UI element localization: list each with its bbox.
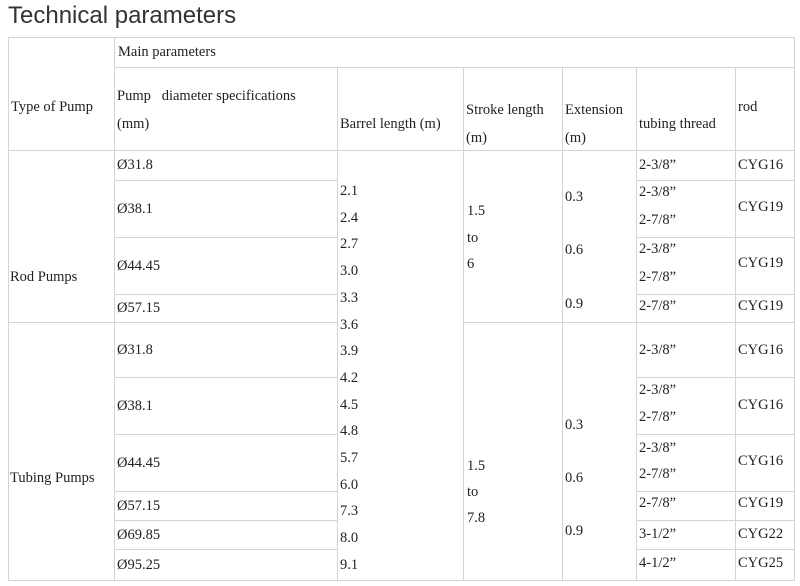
diameter-cell — [114, 549, 338, 581]
diameter: Ø57.15 — [117, 300, 161, 316]
rod: CYG16 — [738, 342, 784, 358]
barrel-length: 3.6 — [340, 316, 359, 333]
diameter: Ø44.45 — [117, 454, 161, 471]
header-text: rod — [738, 99, 758, 115]
stroke-text: 1.5 — [467, 458, 486, 474]
barrel-length: 7.3 — [340, 503, 359, 520]
header-text: (m) — [565, 130, 586, 146]
header-cell — [8, 37, 115, 151]
header-cell — [114, 37, 795, 68]
header-cell — [636, 67, 736, 151]
thread: 4-1/2” — [639, 555, 677, 571]
rod: CYG19 — [738, 255, 784, 271]
rod: CYG19 — [738, 298, 784, 314]
thread: 2-3/8” — [639, 157, 677, 173]
barrel-length: 3.9 — [340, 343, 359, 360]
stroke-text: 7.8 — [467, 510, 486, 526]
thread: 2-3/8” — [639, 440, 677, 456]
barrel-length: 9.1 — [340, 556, 359, 573]
barrel-length: 4.8 — [340, 423, 359, 440]
barrel-length: 5.7 — [340, 450, 359, 466]
header-text: Type of Pump — [11, 99, 93, 115]
rod: CYG19 — [738, 495, 784, 511]
thread: 2-7/8” — [639, 466, 677, 482]
extension-text: 0.9 — [565, 296, 584, 312]
stroke-text: to — [467, 484, 479, 500]
barrel-length: 4.2 — [340, 369, 359, 386]
header-text: Extension — [565, 102, 623, 118]
rod: CYG16 — [738, 397, 784, 413]
barrel-length: 2.4 — [340, 209, 359, 226]
thread: 3-1/2” — [639, 526, 677, 542]
type-cell — [8, 322, 115, 581]
header-cell — [114, 67, 338, 151]
header-cell — [337, 67, 464, 151]
barrel-length: 3.3 — [340, 289, 359, 306]
rod-cell — [735, 549, 795, 581]
pump-type: Tubing Pumps — [10, 470, 95, 486]
rod: CYG16 — [738, 453, 784, 469]
thread: 2-3/8” — [639, 184, 677, 200]
diameter: Ø38.1 — [117, 200, 153, 217]
rod: CYG16 — [738, 157, 784, 173]
header-text: Stroke length — [466, 102, 544, 118]
header-text: Pump diameter specifications — [117, 88, 296, 104]
stroke-cell — [463, 322, 563, 581]
diameter: Ø57.15 — [117, 497, 161, 514]
thread: 2-7/8” — [639, 298, 677, 314]
rod: CYG22 — [738, 526, 784, 542]
thread: 2-3/8” — [639, 342, 677, 358]
rod: CYG19 — [738, 199, 784, 215]
thread: 2-3/8” — [639, 241, 677, 257]
type-cell — [8, 150, 115, 323]
header-text: (m) — [466, 130, 487, 146]
extension-cell — [562, 322, 637, 581]
barrel-length: 4.5 — [340, 396, 359, 413]
thread: 2-7/8” — [639, 269, 677, 285]
thread: 2-3/8” — [639, 382, 677, 398]
extension-text: 0.3 — [565, 417, 584, 433]
diameter: Ø44.45 — [117, 257, 161, 274]
barrel-length: 3.0 — [340, 263, 359, 280]
thread: 2-7/8” — [639, 409, 677, 425]
barrel-length: 6.0 — [340, 476, 359, 493]
header-text: Barrel length (m) — [340, 116, 441, 132]
extension-text: 0.6 — [565, 470, 584, 486]
extension-text: 0.9 — [565, 523, 584, 539]
header-text: Main parameters — [118, 44, 216, 60]
barrel-length: 2.1 — [340, 183, 359, 199]
barrel-length: 8.0 — [340, 530, 359, 547]
diameter: Ø31.8 — [117, 157, 153, 173]
extension-text: 0.3 — [565, 189, 584, 205]
header-text: (mm) — [117, 116, 150, 132]
stroke-text: to — [467, 230, 479, 246]
diameter: Ø38.1 — [117, 397, 153, 414]
diameter: Ø31.8 — [117, 341, 153, 358]
rod: CYG25 — [738, 555, 784, 571]
thread: 2-7/8” — [639, 495, 677, 511]
thread: 2-7/8” — [639, 212, 677, 228]
pump-type: Rod Pumps — [10, 269, 78, 285]
stroke-text: 6 — [467, 256, 475, 272]
diameter: Ø95.25 — [117, 556, 161, 573]
page-title: Technical parameters — [8, 2, 237, 29]
diameter: Ø69.85 — [117, 526, 161, 543]
extension-text: 0.6 — [565, 242, 584, 258]
barrel-length: 2.7 — [340, 236, 359, 253]
header-text: tubing thread — [639, 116, 716, 132]
stroke-text: 1.5 — [467, 203, 486, 219]
